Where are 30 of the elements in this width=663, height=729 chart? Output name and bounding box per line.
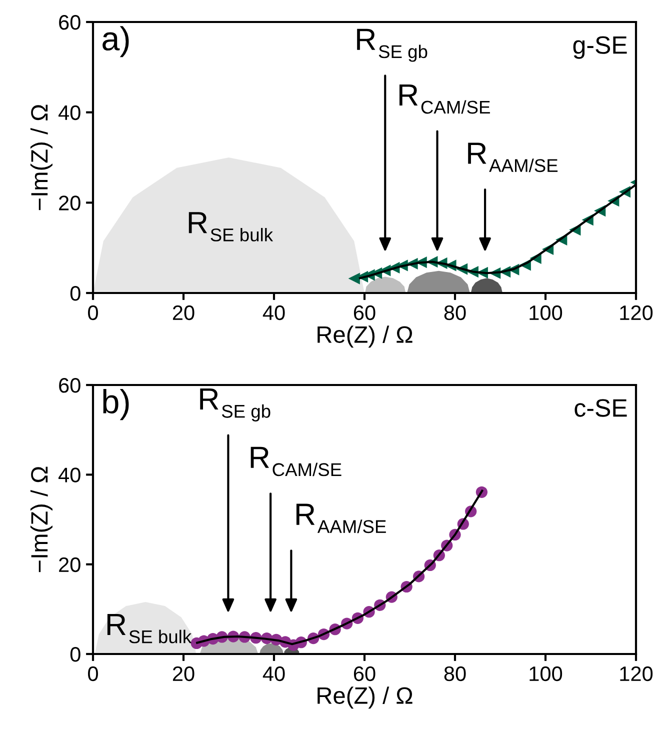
x-tick-label: 20 bbox=[172, 666, 194, 682]
x-tick-label: 0 bbox=[88, 666, 98, 682]
annotation: g-SE bbox=[573, 36, 627, 59]
annotation: c-SE bbox=[574, 399, 627, 417]
annotation: b) bbox=[103, 389, 129, 420]
x-tick-label: 120 bbox=[620, 666, 653, 682]
y-tick-label: 20 bbox=[59, 557, 80, 572]
y-tick-label: 60 bbox=[59, 15, 80, 30]
x-tick-label: 60 bbox=[354, 666, 376, 682]
y-axis-title: −Im(Z) / Ω bbox=[30, 104, 52, 210]
y-tick-label: 40 bbox=[58, 105, 80, 120]
x-tick-label: 120 bbox=[620, 305, 653, 320]
x-tick-label: 80 bbox=[444, 305, 466, 320]
y-tick-label: 0 bbox=[70, 647, 80, 662]
x-tick-label: 0 bbox=[88, 305, 98, 320]
x-axis-title: Re(Z) / Ω bbox=[318, 326, 412, 348]
y-axis-title: −Im(Z) / Ω bbox=[30, 466, 52, 572]
x-axis-title: Re(Z) / Ω bbox=[318, 686, 412, 709]
x-tick-label: 40 bbox=[262, 305, 285, 320]
y-tick-label: 40 bbox=[58, 468, 80, 482]
x-tick-label: 20 bbox=[172, 305, 194, 320]
x-tick-label: 100 bbox=[530, 305, 562, 320]
x-tick-label: 80 bbox=[444, 666, 466, 682]
x-tick-label: 60 bbox=[354, 305, 376, 320]
x-tick-label: 100 bbox=[530, 666, 562, 682]
y-tick-label: 0 bbox=[70, 286, 80, 301]
annotation: a) bbox=[102, 26, 129, 58]
x-tick-label: 40 bbox=[262, 666, 285, 682]
y-tick-label: 20 bbox=[59, 196, 80, 210]
y-tick-label: 60 bbox=[59, 378, 80, 393]
